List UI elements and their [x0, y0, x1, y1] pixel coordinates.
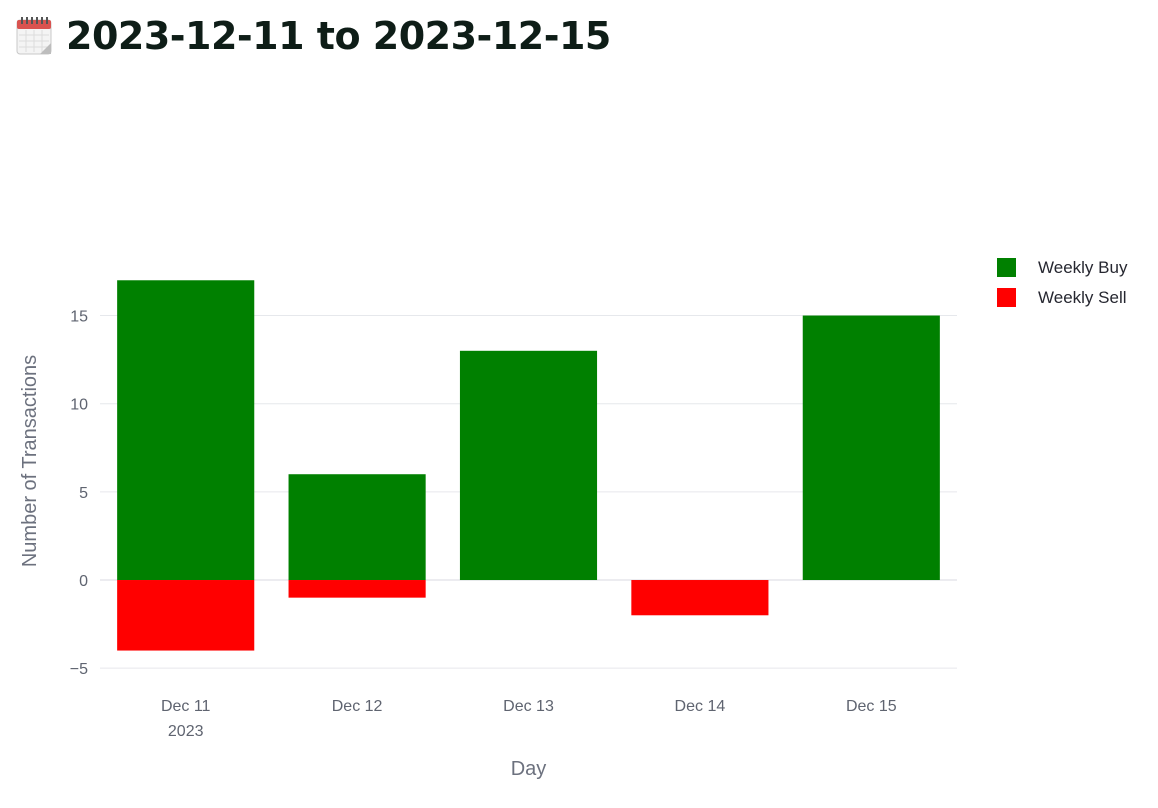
y-tick-label: 0 — [79, 573, 88, 590]
x-tick-label: Dec 13 — [503, 698, 554, 715]
legend-label: Weekly Sell — [1038, 288, 1127, 307]
legend-swatch — [997, 288, 1016, 307]
x-tick-label: Dec 15 — [846, 698, 897, 715]
bar-weekly-buy — [288, 474, 426, 581]
x-tick-label: Dec 14 — [675, 698, 726, 715]
bar-weekly-buy — [802, 315, 940, 581]
y-tick-label: 10 — [70, 397, 88, 414]
calendar-icon — [16, 16, 54, 56]
bar-weekly-sell — [288, 580, 426, 598]
y-axis-title: Number of Transactions — [19, 355, 41, 567]
x-axis-title: Day — [511, 758, 547, 780]
x-tick-label: Dec 12 — [332, 698, 383, 715]
page-header: 2023-12-11 to 2023-12-15 — [16, 8, 611, 64]
bar-weekly-buy — [459, 350, 598, 581]
x-tick-label: Dec 11 — [161, 698, 211, 715]
page-title: 2023-12-11 to 2023-12-15 — [66, 14, 611, 58]
legend-swatch — [997, 258, 1016, 277]
y-tick-label: 15 — [70, 309, 88, 326]
x-tick-year-label: 2023 — [168, 723, 204, 740]
legend-label: Weekly Buy — [1038, 258, 1128, 277]
bar-weekly-sell — [631, 580, 769, 616]
y-tick-label: −5 — [70, 661, 88, 678]
bar-weekly-buy — [117, 280, 255, 581]
bar-weekly-sell — [117, 580, 255, 651]
y-tick-label: 5 — [79, 485, 88, 502]
